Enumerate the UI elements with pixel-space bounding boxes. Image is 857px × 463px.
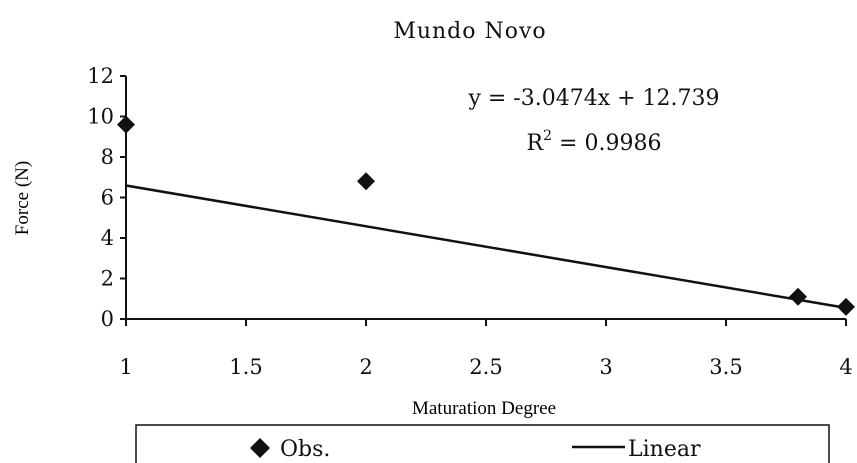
observation-point (789, 287, 807, 306)
x-tick-label: 2 (359, 355, 372, 379)
y-tick-label: 10 (87, 105, 114, 129)
y-tick-label: 2 (101, 267, 114, 291)
x-tick-label: 2.5 (469, 355, 502, 379)
r-squared-value: = 0.9986 (552, 131, 661, 156)
x-tick-label: 4 (839, 355, 852, 379)
legend-linear-label: Linear (628, 437, 701, 462)
legend-obs-label: Obs. (280, 437, 330, 462)
y-tick-label: 6 (101, 186, 114, 210)
r-squared: R2 = 0.9986 (527, 128, 662, 156)
regression-equation: y = -3.0474x + 12.739 (467, 86, 719, 111)
x-axis-label: Maturation Degree (412, 398, 556, 419)
y-axis-label: Force (N) (12, 161, 33, 235)
x-tick-label: 3.5 (709, 355, 742, 379)
axis-ticks: 0 2 4 6 8 10 12 1 1.5 2 2.5 3 3.5 4 (87, 64, 852, 379)
observation-point (357, 172, 375, 191)
legend: Obs. Linear (135, 424, 830, 463)
linear-fit-line (125, 184, 847, 310)
y-tick-label: 12 (87, 64, 114, 88)
x-tick-label: 3 (599, 355, 612, 379)
observation-points (117, 115, 855, 316)
chart-title: Mundo Novo (393, 19, 546, 44)
linear-fit (125, 184, 847, 310)
y-tick-label: 0 (101, 307, 114, 331)
legend-box (135, 424, 830, 463)
x-tick-label: 1.5 (229, 355, 262, 379)
observation-point (117, 115, 135, 134)
legend-obs-marker (250, 438, 270, 458)
r-squared-base: R (527, 131, 545, 156)
observation-point (837, 297, 855, 316)
r-squared-exponent: 2 (543, 128, 552, 144)
x-tick-label: 1 (119, 355, 132, 379)
y-tick-label: 8 (101, 145, 114, 169)
axes (125, 76, 846, 320)
y-tick-label: 4 (101, 226, 114, 250)
